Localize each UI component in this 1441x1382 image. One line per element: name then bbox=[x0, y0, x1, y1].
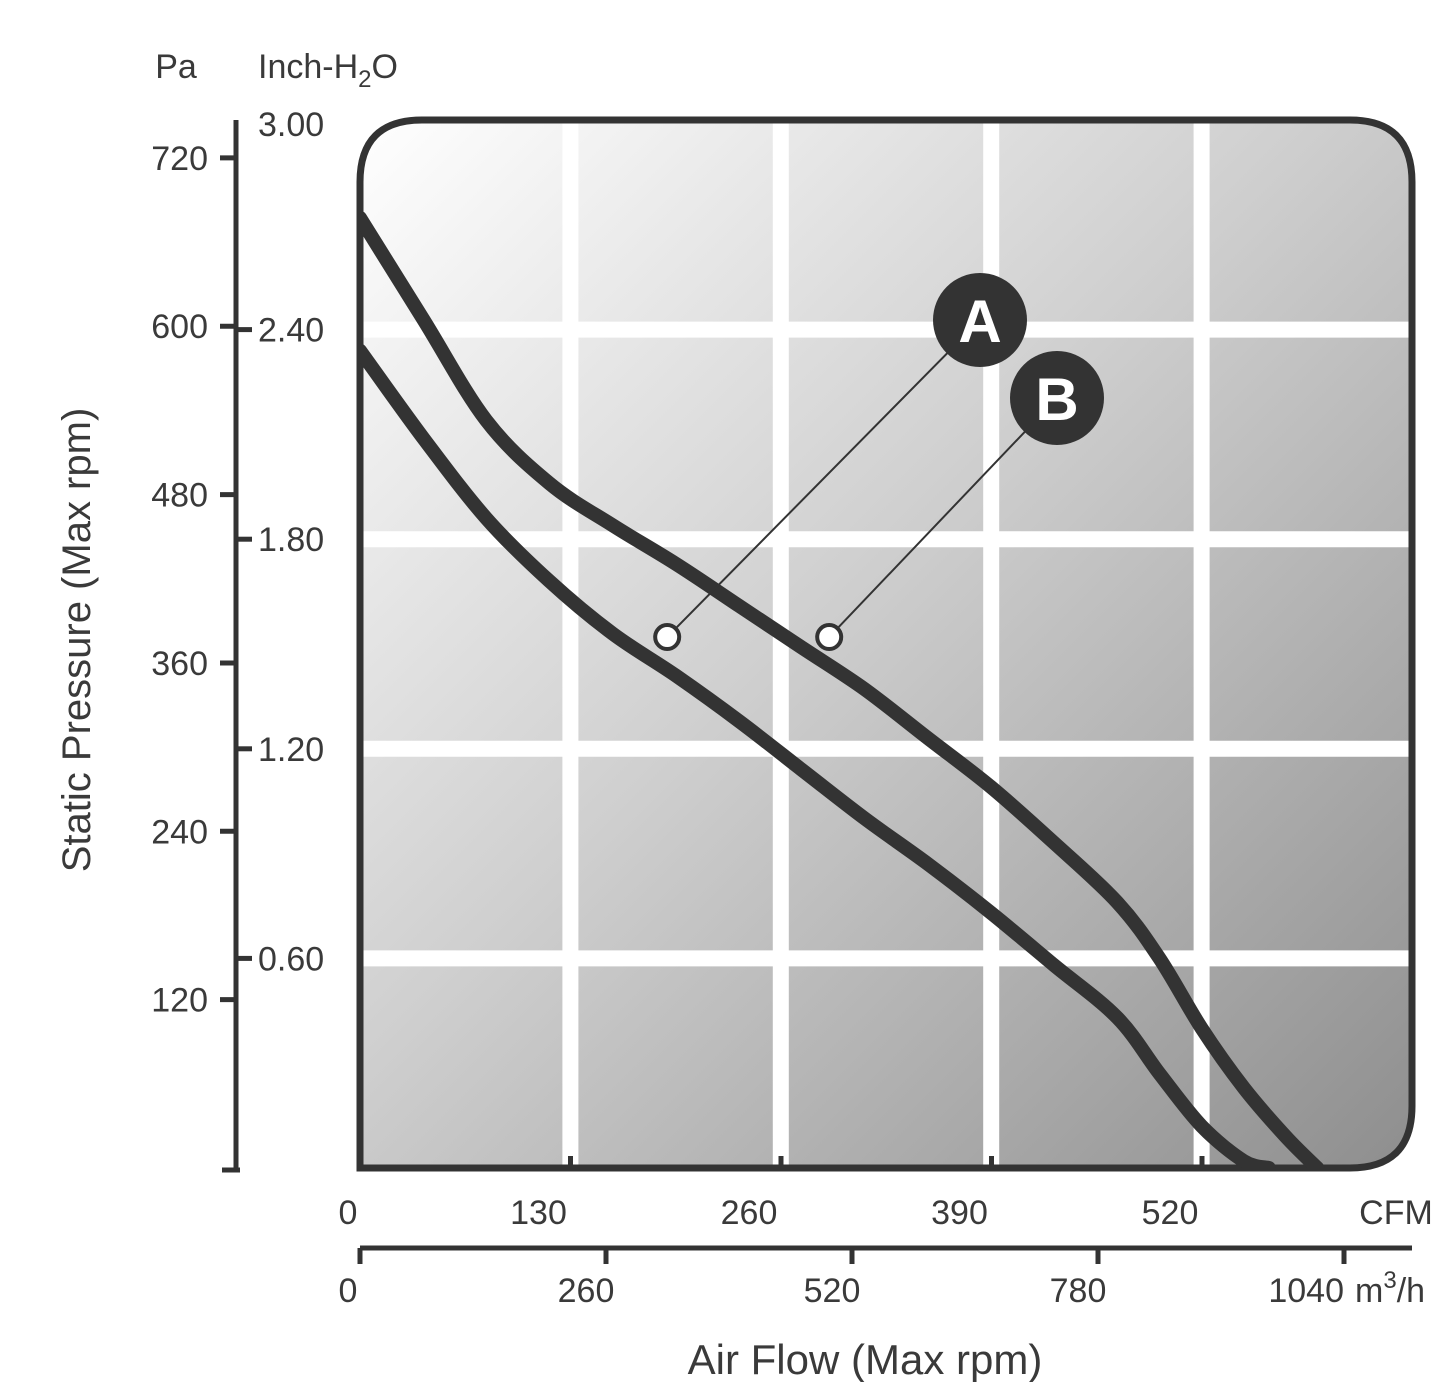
y-axis-inch-h2o: 0.60 1.20 1.80 2.40 3.00 bbox=[236, 106, 324, 978]
badge-a bbox=[933, 273, 1027, 367]
x-m3h-tick-label: 780 bbox=[1050, 1272, 1107, 1310]
callouts: AB bbox=[653, 273, 1104, 652]
y-pa-tick-label: 240 bbox=[151, 813, 208, 851]
x-m3h-tick-label: 1040 bbox=[1268, 1272, 1344, 1310]
x-cfm-tick-label: 130 bbox=[510, 1194, 567, 1232]
y-inh2o-tick-label: 3.00 bbox=[258, 106, 324, 144]
y-unit-pa: Pa bbox=[155, 48, 197, 86]
y-axis-pa: 120 240 360 480 600 720 bbox=[151, 140, 238, 1020]
y-inh2o-tick-label: 1.20 bbox=[258, 731, 324, 769]
x-axis-title: Air Flow (Max rpm) bbox=[688, 1336, 1043, 1382]
x-m3h-tick-label: 0 bbox=[339, 1272, 358, 1310]
y-pa-tick-label: 120 bbox=[151, 982, 208, 1020]
x-m3h-tick-label: 520 bbox=[804, 1272, 861, 1310]
curve-a bbox=[360, 343, 1276, 1168]
plot-background bbox=[360, 120, 1412, 1168]
y-inh2o-tick-label: 0.60 bbox=[258, 940, 324, 978]
x-axis-cfm: 0 130 260 390 520 bbox=[339, 1156, 1205, 1232]
plot-frame bbox=[356, 116, 1416, 1172]
x-cfm-tick-label: 390 bbox=[931, 1194, 988, 1232]
curves bbox=[360, 210, 1325, 1168]
y-inh2o-tick-label: 2.40 bbox=[258, 312, 324, 350]
curve-b bbox=[360, 210, 1325, 1168]
x-axis-m3h: 0 260 520 780 1040 bbox=[339, 1248, 1347, 1310]
y-inh2o-tick-label: 1.80 bbox=[258, 521, 324, 559]
badge-b bbox=[1010, 351, 1104, 445]
y-pa-tick-label: 600 bbox=[151, 308, 208, 346]
x-cfm-tick-label: 0 bbox=[339, 1194, 358, 1232]
marker-b bbox=[815, 623, 844, 652]
y-pa-tick-label: 720 bbox=[151, 140, 208, 178]
y-axis-title: Static Pressure (Max rpm) bbox=[55, 408, 99, 873]
x-cfm-tick-label: 260 bbox=[721, 1194, 778, 1232]
x-m3h-tick-label: 260 bbox=[558, 1272, 615, 1310]
x-unit-cfm: CFM bbox=[1359, 1194, 1433, 1232]
badge-label-a: A bbox=[958, 288, 1001, 355]
x-unit-m3h: m3/h bbox=[1355, 1267, 1425, 1310]
x-cfm-tick-label: 520 bbox=[1142, 1194, 1199, 1232]
badge-label-b: B bbox=[1035, 366, 1078, 433]
leader-line-a bbox=[666, 319, 981, 638]
y-unit-inch-h2o: Inch-H2O bbox=[258, 48, 398, 93]
y-pa-tick-label: 480 bbox=[151, 477, 208, 515]
leader-line-b bbox=[828, 397, 1058, 638]
y-pa-tick-label: 360 bbox=[151, 645, 208, 683]
marker-a bbox=[653, 623, 682, 652]
